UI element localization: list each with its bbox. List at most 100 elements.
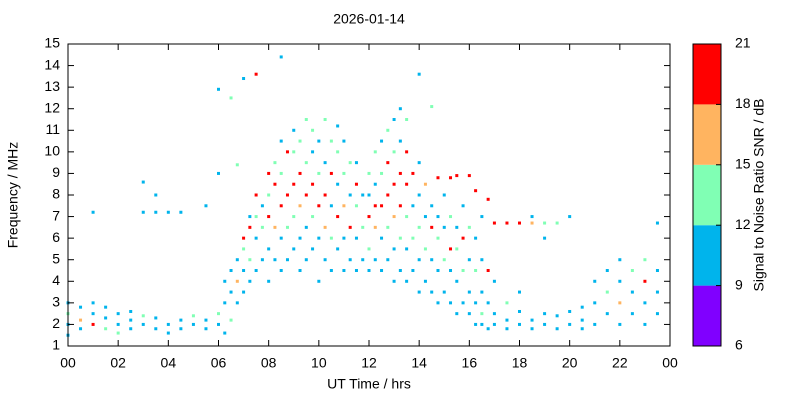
data-point — [298, 139, 302, 143]
data-point — [260, 204, 264, 208]
data-point — [655, 269, 659, 272]
data-point — [492, 221, 496, 225]
data-point — [336, 182, 340, 186]
data-point — [655, 221, 659, 225]
data-point — [461, 236, 465, 240]
data-point — [311, 150, 315, 154]
data-point — [304, 161, 308, 165]
data-point — [417, 258, 421, 262]
data-point — [486, 301, 490, 305]
colorbar-tick-label: 9 — [735, 276, 743, 292]
data-point — [292, 215, 296, 219]
data-point — [530, 327, 534, 331]
data-point — [417, 225, 421, 229]
colorbar-label: Signal to Noise Ratio SNR / dB — [751, 99, 767, 292]
data-point — [380, 204, 384, 208]
data-point — [436, 301, 440, 305]
colorbar-segment — [693, 164, 721, 226]
data-point — [480, 322, 484, 326]
data-point — [618, 258, 622, 262]
data-point — [354, 269, 358, 272]
data-point — [79, 305, 83, 309]
data-point — [267, 193, 271, 197]
data-point — [392, 150, 396, 154]
data-point — [116, 322, 120, 326]
data-point — [555, 327, 559, 331]
data-point — [398, 171, 402, 175]
colorbar-tick-label: 21 — [735, 35, 751, 51]
data-point — [405, 215, 409, 219]
data-point — [593, 322, 597, 326]
data-point — [461, 301, 465, 305]
data-point — [505, 301, 509, 305]
colorbar-tick-label: 6 — [735, 337, 743, 353]
data-point — [217, 87, 220, 91]
data-point — [179, 327, 183, 331]
data-point — [348, 258, 352, 262]
data-point — [279, 171, 283, 175]
data-point — [279, 236, 283, 240]
data-point — [260, 258, 264, 262]
data-point — [104, 316, 108, 320]
y-tick-label: 11 — [45, 121, 60, 137]
data-point — [141, 314, 145, 318]
data-point — [166, 322, 170, 326]
data-point — [543, 322, 547, 326]
x-tick-label: 00 — [60, 355, 76, 371]
data-point — [329, 204, 333, 208]
data-point — [229, 269, 233, 272]
data-point — [104, 327, 108, 331]
colorbar-tick-label: 15 — [735, 156, 751, 172]
data-point — [430, 290, 434, 294]
data-point — [298, 204, 302, 208]
data-point — [354, 161, 358, 165]
data-point — [386, 225, 390, 229]
y-tick-label: 13 — [44, 78, 60, 94]
data-point — [204, 327, 208, 331]
x-axis-label: UT Time / hrs — [327, 376, 411, 392]
data-point — [279, 269, 283, 272]
data-point — [436, 215, 440, 219]
data-point — [367, 247, 371, 251]
data-point — [179, 210, 183, 214]
data-point — [141, 322, 145, 326]
x-tick-label: 04 — [161, 355, 177, 371]
data-point — [348, 225, 352, 229]
y-tick-label: 12 — [44, 99, 60, 115]
data-point — [411, 269, 415, 272]
data-point — [568, 309, 572, 313]
data-point — [392, 279, 396, 283]
data-point — [380, 139, 384, 143]
data-point — [235, 301, 239, 305]
data-point — [267, 171, 271, 175]
data-point — [323, 193, 327, 197]
data-point — [323, 225, 327, 229]
data-point — [223, 331, 227, 335]
y-tick-label: 10 — [44, 143, 60, 159]
data-point — [242, 247, 246, 251]
data-point — [279, 139, 283, 143]
data-point — [242, 77, 246, 81]
data-point — [492, 279, 496, 283]
data-point — [398, 269, 402, 272]
data-point — [129, 309, 133, 313]
data-point — [311, 247, 315, 251]
data-point — [279, 204, 283, 208]
data-point — [141, 180, 145, 184]
data-point — [235, 279, 239, 283]
data-point — [311, 128, 315, 132]
data-point — [555, 314, 559, 318]
data-point — [254, 236, 258, 240]
colorbar-segment — [693, 104, 721, 165]
data-point — [354, 204, 358, 208]
data-point — [455, 279, 459, 283]
data-point — [442, 258, 446, 262]
data-point — [342, 171, 346, 175]
data-point — [273, 182, 277, 186]
data-point — [336, 150, 340, 154]
data-point — [91, 301, 95, 305]
data-point — [392, 118, 396, 121]
data-point — [655, 290, 659, 294]
